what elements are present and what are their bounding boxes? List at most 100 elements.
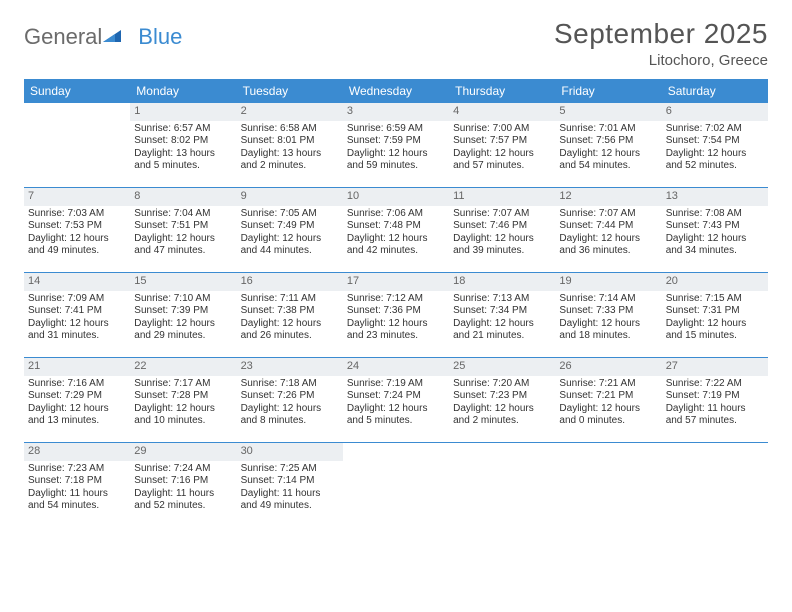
calendar-cell: 30Sunrise: 7:25 AMSunset: 7:14 PMDayligh… [237,443,343,527]
daylight2-label: and 39 minutes. [453,245,551,258]
sunset-label: Sunset: 7:31 PM [666,305,764,318]
sunset-label: Sunset: 7:24 PM [347,390,445,403]
sunset-label: Sunset: 8:01 PM [241,135,339,148]
calendar-cell: 26Sunrise: 7:21 AMSunset: 7:21 PMDayligh… [555,358,661,442]
day-number: 6 [662,103,768,121]
daylight1-label: Daylight: 12 hours [347,233,445,246]
sunrise-label: Sunrise: 7:17 AM [134,378,232,391]
day-number: 9 [237,188,343,206]
sunrise-label: Sunrise: 7:05 AM [241,208,339,221]
daylight2-label: and 26 minutes. [241,330,339,343]
sunrise-label: Sunrise: 7:11 AM [241,293,339,306]
sunset-label: Sunset: 7:54 PM [666,135,764,148]
daylight2-label: and 36 minutes. [559,245,657,258]
sunset-label: Sunset: 7:38 PM [241,305,339,318]
day-number: 22 [130,358,236,376]
calendar-cell-empty [343,443,449,527]
sunrise-label: Sunrise: 7:01 AM [559,123,657,136]
day-number: 7 [24,188,130,206]
calendar-cell: 19Sunrise: 7:14 AMSunset: 7:33 PMDayligh… [555,273,661,357]
calendar-cell: 28Sunrise: 7:23 AMSunset: 7:18 PMDayligh… [24,443,130,527]
sunset-label: Sunset: 7:26 PM [241,390,339,403]
daylight1-label: Daylight: 12 hours [559,233,657,246]
day-number: 3 [343,103,449,121]
daylight2-label: and 57 minutes. [453,160,551,173]
calendar-cell: 6 Sunrise: 7:02 AMSunset: 7:54 PMDaylight… [662,103,768,187]
calendar-cell: 29Sunrise: 7:24 AMSunset: 7:16 PMDayligh… [130,443,236,527]
day-number: 18 [449,273,555,291]
daylight2-label: and 15 minutes. [666,330,764,343]
daylight1-label: Daylight: 12 hours [241,233,339,246]
daylight2-label: and 57 minutes. [666,415,764,428]
page-header: General Blue September 2025 Litochoro, G… [24,18,768,69]
logo-text-blue: Blue [138,24,182,50]
day-number: 15 [130,273,236,291]
daylight1-label: Daylight: 13 hours [134,148,232,161]
daylight2-label: and 52 minutes. [666,160,764,173]
calendar-cell: 16Sunrise: 7:11 AMSunset: 7:38 PMDayligh… [237,273,343,357]
daylight2-label: and 2 minutes. [241,160,339,173]
sunrise-label: Sunrise: 7:00 AM [453,123,551,136]
sunrise-label: Sunrise: 7:13 AM [453,293,551,306]
calendar-cell: 7Sunrise: 7:03 AMSunset: 7:53 PMDaylight… [24,188,130,272]
sunrise-label: Sunrise: 7:22 AM [666,378,764,391]
calendar-page: General Blue September 2025 Litochoro, G… [0,0,792,527]
sunrise-label: Sunrise: 6:59 AM [347,123,445,136]
weekday-header: Tuesday [237,79,343,103]
sunrise-label: Sunrise: 7:09 AM [28,293,126,306]
daylight1-label: Daylight: 12 hours [241,318,339,331]
daylight1-label: Daylight: 12 hours [134,233,232,246]
day-number: 12 [555,188,661,206]
calendar-cell: 5Sunrise: 7:01 AMSunset: 7:56 PMDaylight… [555,103,661,187]
sunrise-label: Sunrise: 7:19 AM [347,378,445,391]
calendar-cell: 23Sunrise: 7:18 AMSunset: 7:26 PMDayligh… [237,358,343,442]
day-number: 20 [662,273,768,291]
sunrise-label: Sunrise: 7:24 AM [134,463,232,476]
daylight1-label: Daylight: 11 hours [241,488,339,501]
calendar-cell: 4Sunrise: 7:00 AMSunset: 7:57 PMDaylight… [449,103,555,187]
calendar-cell: 12Sunrise: 7:07 AMSunset: 7:44 PMDayligh… [555,188,661,272]
location-label: Litochoro, Greece [554,52,768,69]
sunrise-label: Sunrise: 7:04 AM [134,208,232,221]
sunset-label: Sunset: 7:49 PM [241,220,339,233]
sunset-label: Sunset: 8:02 PM [134,135,232,148]
sunrise-label: Sunrise: 7:25 AM [241,463,339,476]
daylight1-label: Daylight: 12 hours [347,403,445,416]
logo: General Blue [24,18,182,50]
daylight2-label: and 18 minutes. [559,330,657,343]
daylight1-label: Daylight: 12 hours [666,318,764,331]
calendar-cell: 25Sunrise: 7:20 AMSunset: 7:23 PMDayligh… [449,358,555,442]
calendar-cell: 24Sunrise: 7:19 AMSunset: 7:24 PMDayligh… [343,358,449,442]
calendar-cell: 15Sunrise: 7:10 AMSunset: 7:39 PMDayligh… [130,273,236,357]
calendar-cell: 17Sunrise: 7:12 AMSunset: 7:36 PMDayligh… [343,273,449,357]
sunrise-label: Sunrise: 7:23 AM [28,463,126,476]
sunrise-label: Sunrise: 7:07 AM [453,208,551,221]
daylight2-label: and 52 minutes. [134,500,232,513]
daylight1-label: Daylight: 12 hours [559,148,657,161]
day-number: 13 [662,188,768,206]
weekday-header: Wednesday [343,79,449,103]
calendar-cell: 13Sunrise: 7:08 AMSunset: 7:43 PMDayligh… [662,188,768,272]
sunset-label: Sunset: 7:44 PM [559,220,657,233]
calendar-week: 14Sunrise: 7:09 AMSunset: 7:41 PMDayligh… [24,272,768,357]
daylight1-label: Daylight: 12 hours [453,403,551,416]
sunrise-label: Sunrise: 7:02 AM [666,123,764,136]
daylight2-label: and 5 minutes. [347,415,445,428]
calendar-cell: 20Sunrise: 7:15 AMSunset: 7:31 PMDayligh… [662,273,768,357]
daylight1-label: Daylight: 12 hours [666,148,764,161]
daylight2-label: and 21 minutes. [453,330,551,343]
calendar-cell-empty [662,443,768,527]
day-number: 8 [130,188,236,206]
calendar-week: 7Sunrise: 7:03 AMSunset: 7:53 PMDaylight… [24,187,768,272]
calendar-cell: 22Sunrise: 7:17 AMSunset: 7:28 PMDayligh… [130,358,236,442]
calendar-cell: 8Sunrise: 7:04 AMSunset: 7:51 PMDaylight… [130,188,236,272]
daylight1-label: Daylight: 12 hours [134,403,232,416]
day-number: 23 [237,358,343,376]
weekday-header: Thursday [449,79,555,103]
sunset-label: Sunset: 7:33 PM [559,305,657,318]
daylight2-label: and 31 minutes. [28,330,126,343]
calendar-week: 28Sunrise: 7:23 AMSunset: 7:18 PMDayligh… [24,442,768,527]
calendar-cell: 1Sunrise: 6:57 AMSunset: 8:02 PMDaylight… [130,103,236,187]
weekday-header-row: SundayMondayTuesdayWednesdayThursdayFrid… [24,79,768,103]
calendar-cell: 11Sunrise: 7:07 AMSunset: 7:46 PMDayligh… [449,188,555,272]
